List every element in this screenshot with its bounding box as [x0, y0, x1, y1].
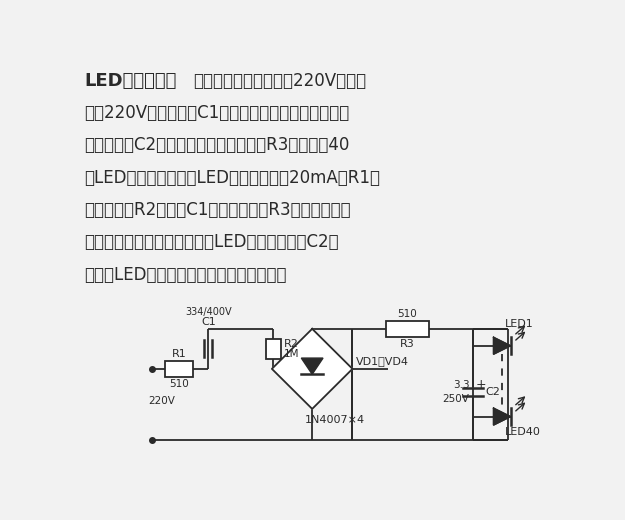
Text: R2: R2 [284, 339, 298, 349]
Text: 电，220V交流电经过C1降压电容降压后，再经过全桥: 电，220V交流电经过C1降压电容降压后，再经过全桥 [84, 104, 349, 122]
Bar [165, 361, 193, 376]
Text: 1M: 1M [284, 349, 299, 359]
Text: 3.3: 3.3 [453, 381, 469, 391]
Text: 来保护LED免受开灯时的冲击电流的损害。: 来保护LED免受开灯时的冲击电流的损害。 [84, 266, 287, 284]
Text: LED40: LED40 [504, 427, 540, 437]
Text: 整流，通过C2滤波，最后经过限流电阳R3给串联的40: 整流，通过C2滤波，最后经过限流电阳R3给串联的40 [84, 136, 350, 154]
Polygon shape [272, 329, 352, 409]
Text: 250V: 250V [442, 394, 469, 404]
Text: 510: 510 [398, 309, 418, 319]
Text: 220V: 220V [148, 396, 175, 406]
Text: 个LED提供恒流电源。LED的额定电流为20mA，R1是: 个LED提供恒流电源。LED的额定电流为20mA，R1是 [84, 168, 381, 187]
Text: R1: R1 [171, 349, 186, 359]
Text: LED灯杯电路：: LED灯杯电路： [84, 72, 177, 89]
Text: R3: R3 [400, 339, 415, 349]
Polygon shape [494, 337, 511, 354]
Text: 1N4007×4: 1N4007×4 [304, 415, 364, 425]
Text: C2: C2 [486, 387, 501, 397]
Text: +: + [476, 378, 486, 391]
Text: C1: C1 [201, 317, 216, 327]
Polygon shape [301, 358, 323, 374]
Text: 保护电阳，R2是电容C1的释放电阳，R3是限流电阳，: 保护电阳，R2是电容C1的释放电阳，R3是限流电阳， [84, 201, 351, 219]
Text: 如下图所示，该灯使用220V电源供: 如下图所示，该灯使用220V电源供 [193, 72, 366, 89]
Polygon shape [494, 408, 511, 425]
Text: 334/400V: 334/400V [185, 307, 232, 317]
Bar [386, 321, 429, 336]
Text: VD1～VD4: VD1～VD4 [356, 356, 409, 366]
Text: LED1: LED1 [504, 319, 533, 329]
Text: 以防止电压升高、温度升高、LED的电流增大，C2用: 以防止电压升高、温度升高、LED的电流增大，C2用 [84, 233, 339, 251]
Bar [266, 339, 281, 359]
Text: 510: 510 [169, 379, 189, 389]
